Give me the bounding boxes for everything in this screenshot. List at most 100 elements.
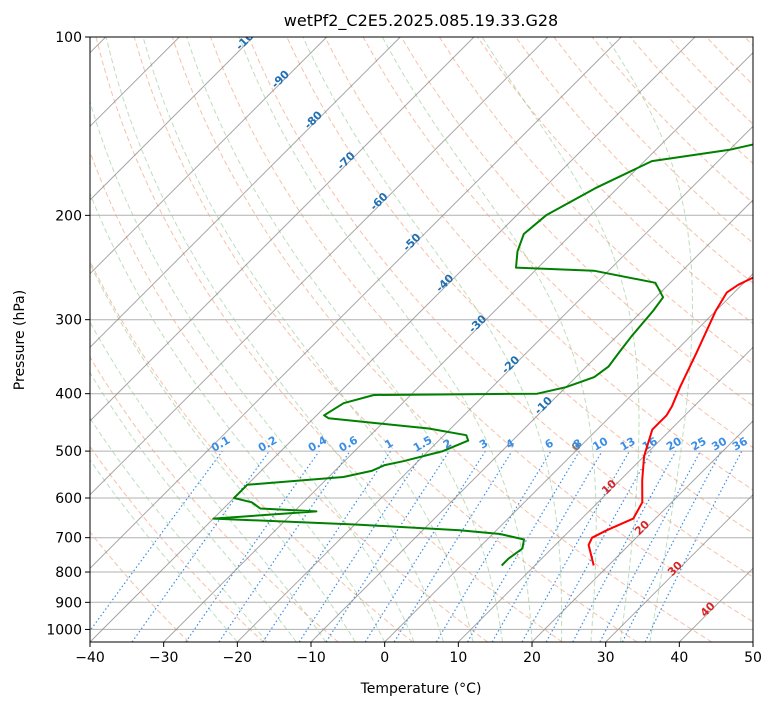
dry-adiabat-line: [133, 37, 638, 642]
plot-area: -100-90-80-70-60-50-40-30-20-10010203040…: [90, 24, 753, 642]
y-tick-label: 600: [55, 491, 82, 507]
moist-adiabat-line: [90, 262, 356, 642]
isotherm-label: -90: [269, 67, 292, 90]
x-tick-label: −20: [223, 650, 253, 666]
isotherm-label: -30: [466, 312, 489, 335]
isotherm-line: [605, 493, 753, 642]
isotherm-line: [678, 567, 753, 642]
dry-adiabat-line: [668, 37, 753, 125]
mixing-ratio-line: [393, 450, 513, 642]
plot-frame: [89, 36, 754, 643]
dry-adiabat-line: [90, 150, 488, 642]
mixing-ratio-label: 6: [543, 436, 556, 451]
mixing-ratio-line: [218, 450, 351, 642]
isotherm-label: -100: [233, 24, 262, 53]
moist-adiabat-line: [381, 37, 597, 642]
isotherm-line: [310, 199, 753, 642]
isotherm-line: [90, 37, 622, 570]
isotherm-label: -60: [367, 190, 390, 213]
mixing-ratio-label: 1: [382, 437, 395, 452]
dry-adiabat-line: [95, 37, 563, 642]
x-tick-label: 10: [449, 650, 467, 666]
mixing-ratio-line: [572, 450, 677, 642]
dry-adiabat-line: [515, 37, 753, 284]
y-tick-label: 700: [55, 531, 82, 547]
dry-adiabat-line: [400, 37, 753, 407]
moist-adiabats: [90, 37, 693, 642]
x-tick-label: 30: [597, 650, 615, 666]
moist-adiabat-line: [90, 417, 268, 642]
y-axis-label: Pressure (hPa): [12, 290, 28, 390]
mixing-ratio-line: [521, 450, 631, 642]
y-tick-label: 1000: [46, 622, 82, 638]
chart-title: wetPf2_C2E5.2025.085.19.33.G28: [284, 11, 558, 31]
isotherm-label: -50: [400, 231, 423, 254]
mixing-ratio-line: [90, 450, 223, 632]
moist-adiabat-line: [142, 37, 474, 642]
pressure-gridlines: [90, 37, 753, 630]
moist-adiabat-line: [186, 37, 503, 642]
isotherm-label: -10: [532, 394, 555, 417]
mixing-ratio-line: [185, 450, 320, 642]
x-axis-label: Temperature (°C): [360, 681, 482, 697]
y-tick-label: 900: [55, 595, 82, 611]
x-tick-label: 50: [744, 650, 762, 666]
dry-adiabat-line: [591, 37, 753, 204]
y-axis: 1000 900 800 700 600 500 400 300 200 100: [46, 30, 90, 638]
moist-adiabat-line: [238, 37, 533, 642]
isotherm-line: [163, 51, 753, 642]
dry-adiabat-line: [210, 37, 753, 623]
mixing-ratio-line: [131, 450, 270, 642]
dry-adiabat-line: [90, 259, 414, 642]
x-tick-label: 0: [380, 650, 389, 666]
dry-adiabat-line: [706, 37, 753, 86]
profiles: [212, 143, 753, 567]
isotherm-line: [457, 346, 753, 642]
dry-adiabat-line: [90, 356, 339, 642]
isotherm-label: -40: [433, 271, 456, 294]
isotherms: [90, 37, 753, 642]
mixing-ratio-label: 4: [504, 436, 517, 451]
moist-adiabat-line: [90, 459, 238, 642]
dry-adiabat-line: [171, 37, 712, 642]
isotherm-label: 10: [599, 477, 619, 497]
dry-adiabat-line: [744, 37, 753, 47]
temperature-profile-line: [587, 276, 753, 566]
isotherm-line: [384, 272, 753, 642]
mixing-ratio-line: [325, 450, 450, 642]
moist-adiabat-line: [606, 37, 693, 642]
dry-adiabat-line: [248, 37, 753, 578]
dry-adiabat-line: [553, 37, 753, 244]
x-tick-label: −40: [75, 650, 105, 666]
moist-adiabat-line: [90, 321, 327, 642]
moist-adiabat-line: [105, 37, 445, 642]
x-tick-label: −30: [149, 650, 179, 666]
isotherm-line: [90, 37, 254, 201]
mixing-ratio-lines: [90, 450, 743, 642]
x-tick-label: −10: [296, 650, 326, 666]
moist-adiabat-line: [90, 99, 415, 642]
mixing-ratio-line: [599, 450, 702, 642]
isotherm-line: [236, 125, 753, 642]
mixing-ratio-line: [644, 450, 743, 642]
isotherm-line: [90, 37, 549, 496]
mixing-ratio-line: [545, 450, 653, 642]
moist-adiabat-line: [90, 192, 386, 642]
isotherm-line: [90, 37, 696, 642]
moist-adiabat-line: [481, 37, 640, 642]
y-tick-label: 500: [55, 444, 82, 460]
x-tick-label: 20: [523, 650, 541, 666]
x-tick-label: 40: [670, 650, 688, 666]
dry-adiabat-line: [324, 37, 753, 491]
dry-adiabat-line: [90, 531, 190, 642]
isotherm-label: -80: [302, 108, 325, 131]
dry-adiabat-line: [90, 445, 264, 642]
isotherm-line: [90, 37, 401, 349]
y-tick-label: 800: [55, 565, 82, 581]
isotherm-line: [90, 37, 475, 422]
dry-adiabats: [90, 37, 753, 642]
isotherm-label: 20: [632, 518, 652, 538]
moist-adiabat-line: [302, 37, 563, 642]
y-tick-label: 400: [55, 387, 82, 403]
